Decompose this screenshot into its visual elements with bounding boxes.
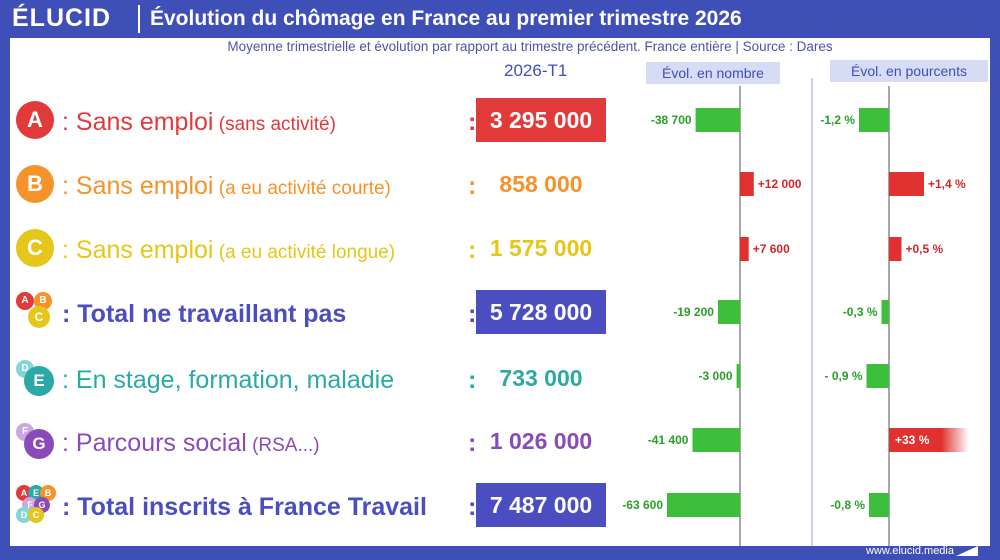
bar-pourcents [859, 108, 889, 132]
footer-logo-icon [956, 546, 978, 556]
row-colon: : [468, 429, 477, 457]
mini-badge: C [28, 507, 44, 523]
bar-label-pourcents: +1,4 % [928, 177, 966, 191]
header-bar: ÉLUCID Évolution du chômage en France au… [0, 0, 1000, 38]
bar-label-nombre: +7 600 [753, 242, 790, 256]
category-badge: B [16, 165, 54, 203]
row-label: : Sans emploi (sans activité) [62, 108, 336, 137]
source-text: Source : Dares [742, 39, 833, 54]
bar-nombre [736, 364, 740, 388]
bar-nombre [695, 108, 740, 132]
row-label-main: : Total ne travaillant pas [62, 300, 347, 328]
logo: ÉLUCID [12, 4, 112, 32]
row-value: 1 575 000 [489, 235, 593, 261]
row-value: 1 026 000 [489, 428, 593, 454]
row-label-main: : Sans emploi [62, 236, 214, 264]
row-label-main: : Parcours social [62, 429, 247, 457]
mini-badge: B [34, 292, 52, 310]
category-badge: E [24, 366, 54, 396]
row-value: 858 000 [499, 171, 583, 197]
category-badge: A [16, 101, 54, 139]
period-header: 2026-T1 [504, 61, 568, 80]
row-label-sub: (RSA...) [246, 435, 320, 456]
row-label: : Total inscrits à France Travail [62, 493, 427, 522]
bar-label-pourcents: -0,8 % [830, 498, 865, 512]
logo-separator [138, 5, 140, 33]
subtitle-text: Moyenne trimestrielle et évolution par r… [227, 39, 732, 54]
row-colon: : [468, 493, 477, 521]
row-colon: : [468, 172, 477, 200]
bar-label-pourcents: +33 % [895, 433, 930, 447]
bar-label-nombre: -19 200 [673, 305, 714, 319]
evol-nombre-header: Évol. en nombre [646, 62, 780, 84]
mini-badge: A [16, 292, 34, 310]
bar-label-nombre: -63 600 [622, 498, 663, 512]
table-row: B : Sans emploi (a eu activité courte):85… [10, 162, 990, 222]
bar-pourcents [881, 300, 889, 324]
bar-nombre [740, 172, 754, 196]
row-label-main: : En stage, formation, maladie [62, 366, 395, 394]
bar-pourcents [889, 172, 924, 196]
subtitle-separator: | [735, 39, 743, 54]
mini-badge: C [28, 306, 50, 328]
bar-pourcents [866, 364, 889, 388]
bar-nombre [692, 428, 740, 452]
bar-label-pourcents: - 0,9 % [824, 369, 862, 383]
row-colon: : [468, 366, 477, 394]
main-panel: Moyenne trimestrielle et évolution par r… [10, 38, 990, 546]
row-label: : Sans emploi (a eu activité courte) [62, 172, 391, 201]
row-label: : Parcours social (RSA...) [62, 429, 320, 458]
footer-url: www.elucid.media [865, 545, 954, 557]
bar-pourcents [889, 237, 902, 261]
row-label-main: : Sans emploi [62, 108, 214, 136]
row-label: : En stage, formation, maladie [62, 366, 394, 395]
row-colon: : [468, 108, 477, 136]
evol-pourcents-header: Évol. en pourcents [830, 60, 988, 82]
table-row: A : Sans emploi (sans activité):3 295 000 [10, 98, 990, 158]
row-label-sub: (sans activité) [213, 114, 336, 135]
bar-label-nombre: -38 700 [651, 113, 692, 127]
row-label: : Total ne travaillant pas [62, 300, 346, 329]
row-value: 7 487 000 [476, 483, 606, 527]
bar-nombre [740, 237, 749, 261]
row-value: 733 000 [499, 365, 583, 391]
category-badge: C [16, 229, 54, 267]
subtitle: Moyenne trimestrielle et évolution par r… [10, 39, 1000, 54]
category-badge: G [24, 429, 54, 459]
bar-label-nombre: -3 000 [699, 369, 733, 383]
bar-nombre [667, 493, 740, 517]
bar-label-nombre: -41 400 [648, 433, 689, 447]
bar-pourcents [869, 493, 889, 517]
row-label-main: : Total inscrits à France Travail [62, 493, 427, 521]
row-value: 5 728 000 [476, 290, 606, 334]
row-label-sub: (a eu activité courte) [213, 178, 391, 199]
bar-label-pourcents: -0,3 % [843, 305, 878, 319]
row-label-main: : Sans emploi [62, 172, 214, 200]
row-label-sub: (a eu activité longue) [213, 242, 396, 263]
bar-nombre [717, 300, 740, 324]
bar-pourcents [889, 428, 969, 452]
row-label: : Sans emploi (a eu activité longue) [62, 236, 395, 265]
row-colon: : [468, 300, 477, 328]
page-title: Évolution du chômage en France au premie… [150, 7, 742, 30]
row-colon: : [468, 236, 477, 264]
row-value: 3 295 000 [476, 98, 606, 142]
bar-label-pourcents: +0,5 % [906, 242, 944, 256]
bar-label-nombre: +12 000 [758, 177, 802, 191]
evolution-chart: -38 700 +12 000 +7 600 -19 200 -3 000 -41 400… [622, 78, 969, 546]
table-row: C : Sans emploi (a eu activité longue):1 … [10, 226, 990, 286]
bar-label-pourcents: -1,2 % [820, 113, 855, 127]
